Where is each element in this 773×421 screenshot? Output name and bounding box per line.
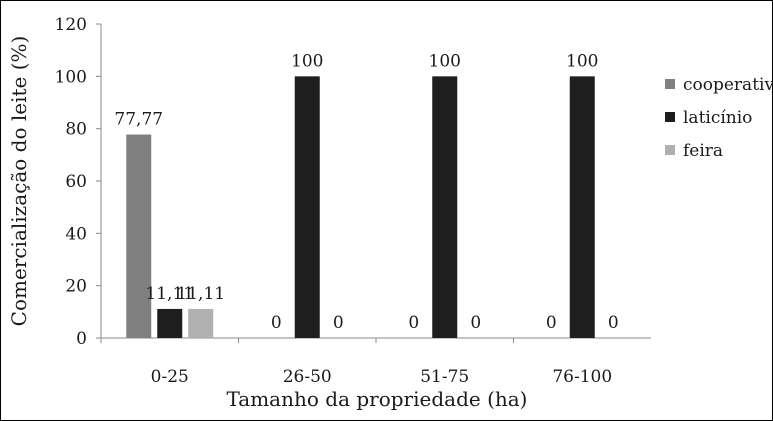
bar (126, 134, 152, 338)
data-label: 0 (470, 313, 481, 333)
bar (294, 76, 320, 338)
legend-label: laticínio (683, 108, 752, 128)
y-tick-label: 20 (65, 277, 87, 297)
x-tick-label: 51-75 (420, 367, 469, 387)
y-tick-label: 80 (65, 120, 87, 140)
data-label: 11,11 (145, 284, 194, 304)
y-tick-label: 0 (76, 329, 87, 349)
legend-label: feira (683, 141, 723, 161)
data-label: 11,11 (176, 284, 225, 304)
y-tick-label: 40 (65, 224, 87, 244)
bar (157, 308, 183, 338)
legend-swatch (665, 145, 675, 155)
data-label: 0 (546, 313, 557, 333)
y-axis-ticks: 0 20 40 60 80 100 120 (55, 15, 101, 349)
data-label: 0 (408, 313, 419, 333)
bar (569, 76, 595, 338)
data-label: 0 (608, 313, 619, 333)
x-tick-label: 76-100 (552, 367, 612, 387)
bars (126, 76, 595, 338)
y-axis-title: Comercialização do leite (%) (7, 36, 31, 327)
data-label: 100 (291, 51, 323, 71)
data-label: 100 (566, 51, 598, 71)
bar (188, 308, 214, 338)
bar (432, 76, 458, 338)
data-label: 77,77 (114, 110, 163, 130)
legend-swatch (665, 112, 675, 122)
y-tick-label: 120 (55, 15, 87, 35)
data-label: 0 (271, 313, 282, 333)
x-axis-title: Tamanho da propriedade (ha) (227, 387, 528, 411)
legend-swatch (665, 79, 675, 89)
x-axis-ticks: 0-25 26-50 51-75 76-100 (100, 338, 612, 387)
y-tick-label: 100 (55, 67, 87, 87)
data-label: 100 (429, 51, 461, 71)
x-tick-label: 0-25 (151, 367, 189, 387)
y-tick-label: 60 (65, 172, 87, 192)
x-tick-label: 26-50 (283, 367, 332, 387)
data-label: 0 (333, 313, 344, 333)
legend-label: cooperativa (683, 75, 772, 95)
legend: cooperativa laticínio feira (665, 75, 772, 161)
